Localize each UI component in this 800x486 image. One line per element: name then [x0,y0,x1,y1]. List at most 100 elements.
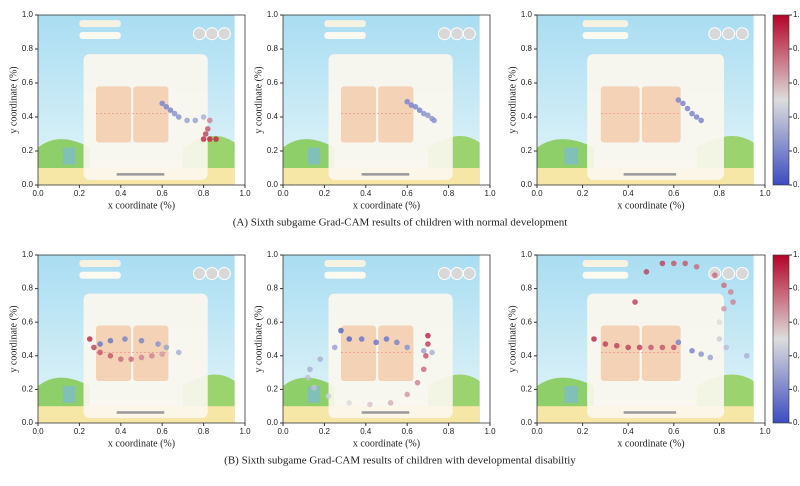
y-axis-label: y coordinate (%) [253,66,264,133]
point [602,341,609,347]
y-tick-label: 0.8 [267,44,279,53]
x-tick-label: 0.8 [714,427,726,436]
x-tick-label: 0.8 [198,189,210,198]
plot-frame [536,14,766,186]
point [97,341,103,347]
y-tick-label: 0.6 [521,78,533,87]
point [307,366,313,373]
point [404,344,411,351]
point [204,126,211,132]
game-button [722,27,736,41]
x-tick-label: 1.0 [484,189,496,198]
point [97,349,103,356]
point [682,260,688,267]
point [716,336,723,342]
game-button [437,27,451,41]
game-box [340,86,377,143]
point [311,384,317,391]
y-axis-label: y coordinate (%) [507,305,518,372]
y-tick-label: 1.0 [22,10,34,19]
point [202,131,209,137]
x-tick-label: 0.2 [577,189,589,198]
game-button [217,27,231,41]
game-button [462,27,476,41]
point [412,104,419,110]
point [423,353,429,359]
game-building [564,386,579,403]
colorbar-tick-label: 0.8 [793,44,800,53]
point [331,344,338,351]
point [591,336,597,342]
point [425,341,431,347]
point [743,353,750,359]
point [184,117,190,124]
point [213,136,219,142]
x-tick-label: 0.0 [277,427,289,436]
x-tick-label: 0.2 [577,427,589,436]
y-tick-label: 0.2 [22,385,34,394]
x-tick-label: 0.4 [115,427,127,436]
point [707,354,714,361]
y-tick-label: 0.0 [267,180,279,189]
game-button [217,266,231,280]
point [659,260,666,267]
game-box [378,325,414,381]
x-tick-label: 0.8 [714,189,726,198]
point [383,336,390,342]
point [346,336,353,342]
point [107,337,114,344]
point [175,349,182,356]
point [712,272,718,278]
caption: (B) Sixth subgame Grad-CAM results of ch… [224,455,576,467]
x-axis-label: x coordinate (%) [617,438,684,449]
game-box [95,86,132,143]
x-tick-label: 0.0 [32,427,44,436]
game-button [735,266,749,280]
game-button [735,27,749,41]
colorbar-tick-label: 0.8 [793,284,800,293]
colorbar-tick-label: 0.0 [793,418,800,427]
game-slider [623,173,677,176]
point [107,353,114,359]
point [207,117,213,124]
point [122,336,128,342]
point [698,351,704,357]
plot-frame [536,254,766,424]
y-tick-label: 1.0 [22,250,34,259]
point [684,105,691,112]
point [671,344,677,351]
panel [38,15,235,185]
x-tick-label: 1.0 [484,427,496,436]
point [373,339,379,346]
x-tick-label: 0.8 [198,427,210,436]
x-tick-label: 0.4 [360,427,372,436]
point [636,344,643,351]
x-tick-label: 0.2 [319,427,331,436]
game-building [62,386,76,403]
x-tick-label: 0.0 [32,189,44,198]
point [648,344,654,351]
point [358,336,365,342]
x-axis-label: x coordinate (%) [108,200,175,211]
point [138,354,145,361]
point [175,114,182,120]
panel [537,15,754,185]
game-button [722,266,736,280]
y-tick-label: 0.2 [521,146,533,155]
game-box [600,86,640,143]
point [200,136,207,142]
x-tick-label: 0.0 [277,189,289,198]
x-axis-label: x coordinate (%) [353,200,420,211]
game-button [192,266,206,280]
y-tick-label: 0.0 [521,180,533,189]
y-tick-label: 0.6 [521,317,533,326]
x-tick-label: 1.0 [759,427,771,436]
point [200,114,207,120]
y-axis-label: y coordinate (%) [8,66,19,133]
point [91,344,97,351]
colorbar-tick-label: 0.2 [793,146,800,155]
point [716,319,723,326]
x-tick-label: 0.4 [115,189,127,198]
game-button [205,27,219,41]
game-box [600,325,640,381]
